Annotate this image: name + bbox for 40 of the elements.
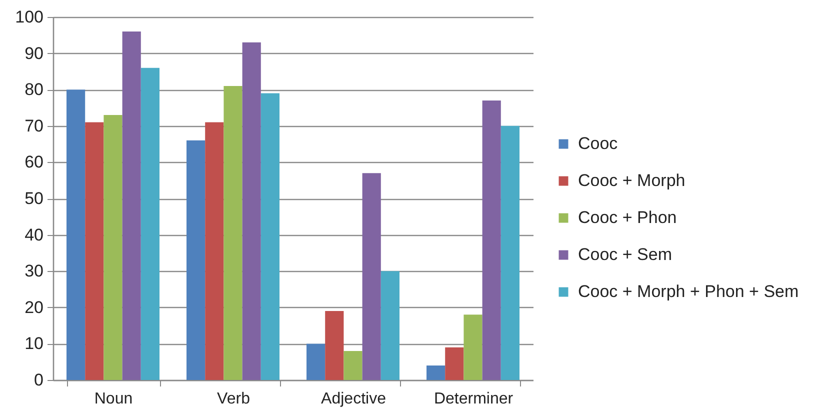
legend-label: Cooc + Sem <box>578 245 672 264</box>
bar <box>260 93 280 380</box>
bar <box>464 314 482 380</box>
bar <box>224 86 242 380</box>
bar <box>242 42 261 380</box>
x-tick-label: Adjective <box>321 390 386 408</box>
y-tick-label: 60 <box>24 152 44 172</box>
bar <box>325 311 344 380</box>
legend-label: Cooc + Phon <box>578 208 677 227</box>
legend-label: Cooc <box>578 134 618 153</box>
bar <box>426 365 446 380</box>
bar <box>380 271 400 380</box>
bar <box>85 122 104 380</box>
y-tick-label: 70 <box>24 116 44 136</box>
bar <box>445 347 464 380</box>
x-tick-label: Verb <box>217 390 250 408</box>
bar <box>186 140 206 380</box>
y-tick-label: 50 <box>24 189 44 208</box>
legend-label: Cooc + Morph <box>578 171 686 190</box>
legend-label: Cooc + Morph + Phon + Sem <box>578 282 799 301</box>
bar <box>362 173 381 380</box>
y-tick-label: 40 <box>24 225 44 244</box>
y-tick-label: 30 <box>24 262 44 281</box>
bar <box>140 68 160 380</box>
bar <box>306 344 326 380</box>
y-tick-label: 10 <box>24 334 44 354</box>
bar <box>104 115 122 380</box>
bar <box>66 90 86 380</box>
bar <box>122 32 141 380</box>
y-tick-label: 90 <box>24 44 44 63</box>
x-tick-label: Determiner <box>434 390 514 408</box>
y-tick-label: 80 <box>24 80 44 100</box>
bar <box>205 122 224 380</box>
x-tick-label: Noun <box>94 390 133 408</box>
bar <box>482 100 501 380</box>
y-tick-label: 0 <box>34 370 44 390</box>
bar <box>344 350 362 380</box>
y-tick-label: 100 <box>15 8 44 26</box>
bar <box>500 126 520 380</box>
y-tick-label: 20 <box>24 298 44 317</box>
